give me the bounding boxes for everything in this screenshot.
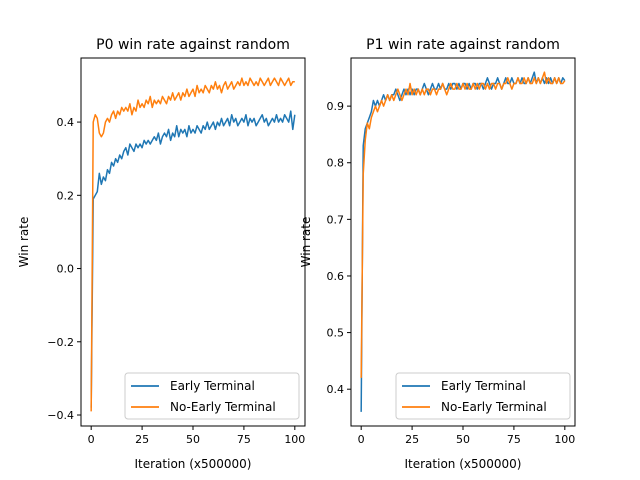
chart-p1-xlabel: Iteration (x500000) xyxy=(405,457,522,471)
chart-p1-legend-box xyxy=(395,372,571,420)
chart-p1-y-ticks: 0.4 0.5 0.6 0.7 0.8 0.9 xyxy=(327,100,351,396)
chart-p1-legend-label-early: Early Terminal xyxy=(441,379,526,393)
chart-p1-x-tick-label: 0 xyxy=(358,433,365,446)
chart-p1-title: P1 win rate against random xyxy=(366,37,560,53)
chart-p1-x-tick-label: 100 xyxy=(554,433,575,446)
chart-p0-legend: Early Terminal No-Early Terminal xyxy=(124,372,300,420)
chart-p0-legend-label-noearly: No-Early Terminal xyxy=(170,400,276,414)
chart-p0-x-ticks: 0 25 50 75 100 xyxy=(88,426,305,446)
chart-p0-y-tick-label: 0.4 xyxy=(57,116,75,129)
chart-p1-series xyxy=(360,71,566,412)
chart-p0-x-tick-label: 50 xyxy=(186,433,200,446)
chart-p0-legend-label-early: Early Terminal xyxy=(170,379,255,393)
chart-p0-series-line-0 xyxy=(90,110,296,408)
chart-p0-legend-box xyxy=(124,372,300,420)
chart-p0-y-ticks: −0.4 −0.2 0.0 0.2 0.4 xyxy=(47,116,81,422)
chart-p0-series-line-1 xyxy=(90,77,295,412)
chart-p1-legend: Early Terminal No-Early Terminal xyxy=(395,372,571,420)
chart-p1-y-tick-label: 0.8 xyxy=(327,157,345,170)
chart-p1-y-tick-label: 0.7 xyxy=(327,213,345,226)
chart-p1-legend-label-noearly: No-Early Terminal xyxy=(441,400,547,414)
chart-p1-x-tick-label: 75 xyxy=(507,433,521,446)
chart-p1-y-tick-label: 0.9 xyxy=(327,100,345,113)
chart-p0-y-tick-label: −0.4 xyxy=(47,409,74,422)
chart-p0-y-tick-label: 0.2 xyxy=(57,189,75,202)
chart-p1-x-ticks: 0 25 50 75 100 xyxy=(358,426,575,446)
chart-p0-x-tick-label: 0 xyxy=(88,433,95,446)
chart-p0-y-tick-label: 0.0 xyxy=(57,263,75,276)
chart-p1-x-tick-label: 25 xyxy=(405,433,419,446)
chart-p1: P1 win rate against random 0 25 50 75 100 0.… xyxy=(299,37,576,471)
chart-p1-y-tick-label: 0.6 xyxy=(327,270,345,283)
chart-p0-y-tick-label: −0.2 xyxy=(47,336,74,349)
chart-p1-y-tick-label: 0.4 xyxy=(327,383,345,396)
chart-p0-x-tick-label: 25 xyxy=(135,433,149,446)
chart-p1-y-tick-label: 0.5 xyxy=(327,327,345,340)
chart-p0-x-tick-label: 75 xyxy=(237,433,251,446)
chart-p1-series-line-1 xyxy=(360,71,566,378)
chart-p1-x-tick-label: 50 xyxy=(456,433,470,446)
chart-p1-ylabel: Win rate xyxy=(299,217,313,268)
chart-p0-ylabel: Win rate xyxy=(17,217,31,268)
chart-p0-x-tick-label: 100 xyxy=(284,433,305,446)
chart-p0: P0 win rate against random 0 25 50 75 100 −0… xyxy=(17,37,306,471)
chart-p0-xlabel: Iteration (x500000) xyxy=(135,457,252,471)
chart-p0-series xyxy=(90,77,296,412)
chart-p0-title: P0 win rate against random xyxy=(96,37,290,53)
